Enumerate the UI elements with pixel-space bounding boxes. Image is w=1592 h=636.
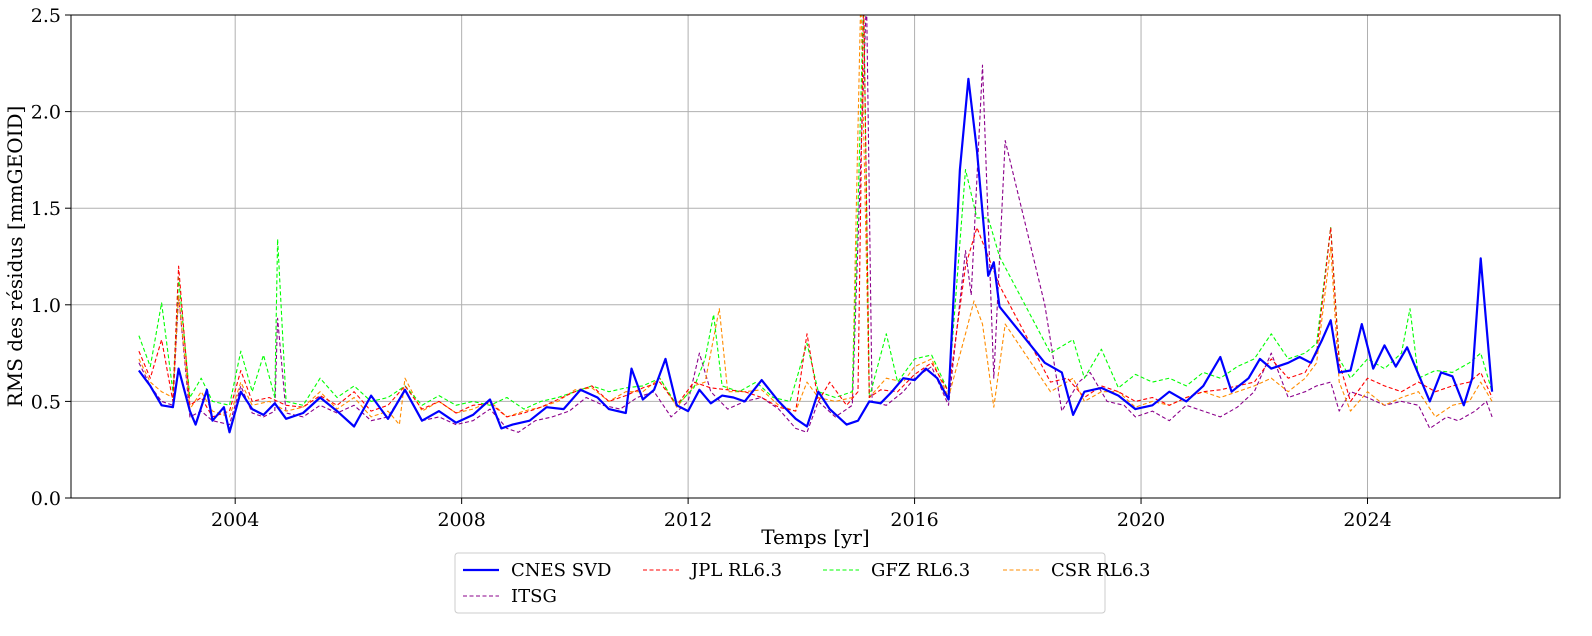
y-tick-label: 2.5 (31, 5, 61, 27)
legend-label-cnes-svd: CNES SVD (511, 560, 611, 581)
y-tick-label: 0.0 (31, 488, 61, 510)
x-tick-label: 2012 (664, 509, 712, 531)
legend-label-itsg: ITSG (511, 586, 557, 607)
legend-label-gfz-rl6-3: GFZ RL6.3 (871, 560, 970, 581)
x-tick-label: 2024 (1343, 509, 1391, 531)
series-line-gfz-rl6-3 (138, 15, 1493, 410)
legend: CNES SVD JPL RL6.3 GFZ RL6.3 CSR RL6.3 ITSG (454, 552, 1151, 614)
x-tick-label: 2020 (1117, 509, 1165, 531)
series-line-cnes-svd (138, 77, 1494, 434)
plot-frame (70, 14, 1561, 499)
series-line-jpl-rl6-3 (138, 15, 1493, 418)
x-tick-label: 2008 (437, 509, 485, 531)
legend-label-jpl-rl6-3: JPL RL6.3 (689, 560, 782, 581)
x-tick-label: 2016 (890, 509, 938, 531)
x-axis-label: Temps [yr] (761, 525, 869, 549)
tick-layer: 2004 2008 2012 2016 2020 2024 0.0 0.5 1.0 1.5 2.0 2… (31, 5, 1392, 531)
legend-box (454, 552, 1106, 614)
grid-layer (71, 14, 1560, 499)
series-line-itsg (138, 15, 1493, 433)
series-line-csr-rl6-3 (138, 15, 1493, 426)
series-layer (138, 15, 1494, 434)
y-tick-label: 0.5 (31, 391, 61, 413)
legend-label-csr-rl6-3: CSR RL6.3 (1051, 560, 1151, 581)
y-tick-label: 2.0 (31, 102, 61, 124)
y-tick-label: 1.5 (31, 198, 61, 220)
x-tick-label: 2004 (211, 509, 259, 531)
y-tick-label: 1.0 (31, 295, 61, 317)
y-axis-label: RMS des résidus [mmGEOID] (3, 106, 27, 408)
